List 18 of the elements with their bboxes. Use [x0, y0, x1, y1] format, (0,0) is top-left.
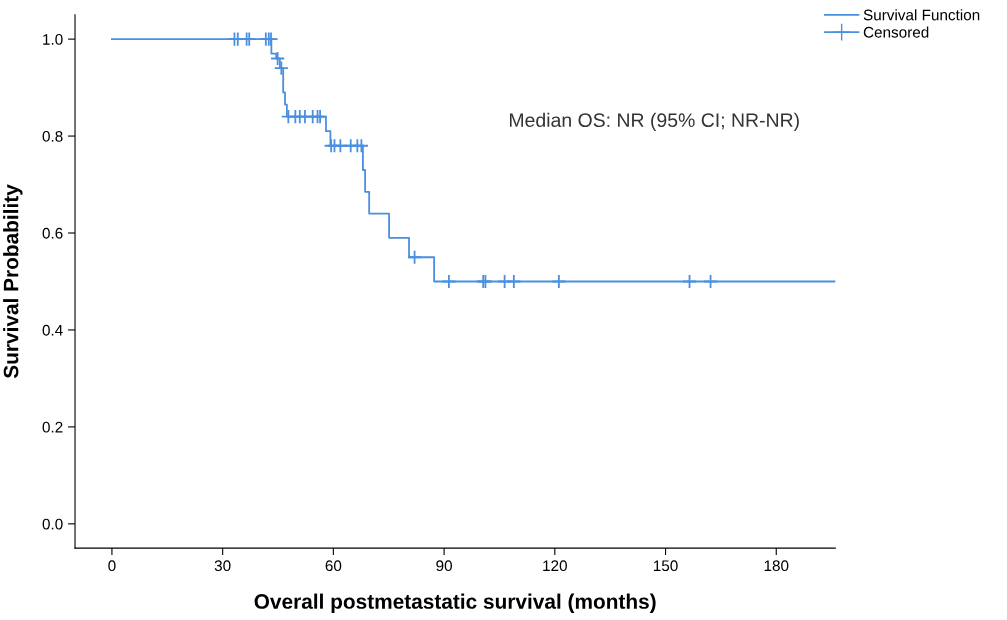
x-tick-label: 30 — [214, 560, 231, 572]
y-tick-label: 0.2 — [42, 421, 63, 433]
y-tick-label: 0.8 — [42, 130, 63, 142]
x-tick-label: 150 — [653, 560, 678, 572]
y-tick-label: 1.0 — [43, 33, 63, 45]
x-tick-label: 180 — [764, 560, 789, 572]
y-tick-label: 0.4 — [42, 324, 63, 336]
x-tick-label: 60 — [325, 560, 342, 572]
x-tick-label: 0 — [108, 560, 116, 572]
x-axis-title: Overall postmetastatic survival (months) — [254, 593, 656, 613]
y-tick-label: 0.0 — [42, 518, 63, 530]
y-axis-title: Survival Probability — [3, 184, 23, 379]
x-tick-label: 90 — [436, 560, 452, 572]
annotation: Median OS: NR (95% CI; NR-NR) — [509, 112, 799, 131]
legend-label: Survival Function — [863, 9, 980, 21]
x-tick-label: 120 — [543, 560, 567, 572]
legend-label: Censored — [863, 26, 929, 38]
y-tick-label: 0.6 — [42, 227, 63, 239]
